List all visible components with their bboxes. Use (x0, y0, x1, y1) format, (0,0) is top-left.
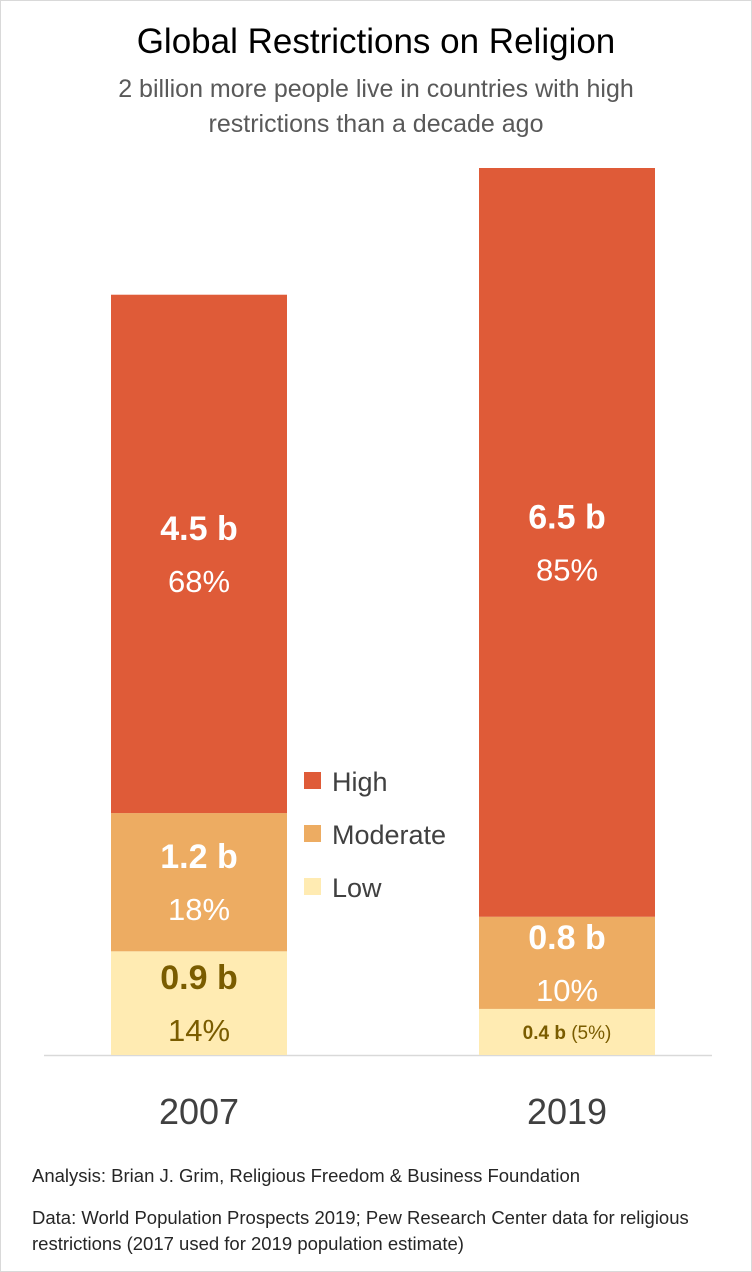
bar-moderate-2007 (111, 813, 287, 952)
bar-moderate-2019 (479, 916, 655, 1009)
data-label-value-low-2007: 0.9 b (160, 959, 237, 997)
legend-swatch-moderate (304, 825, 321, 842)
chart-title: Global Restrictions on Religion (136, 22, 616, 61)
x-tick-label-2007: 2007 (159, 1091, 239, 1132)
bar-high-2007 (111, 294, 287, 814)
bar-high-2019 (479, 168, 655, 917)
data-label-low-2019: 0.4 b (5%) (523, 1023, 612, 1044)
x-tick-label-2019: 2019 (527, 1091, 607, 1132)
data-label-percent-moderate-2007: 18% (168, 892, 230, 927)
data-label-percent-moderate-2019: 10% (536, 973, 598, 1008)
bar-low-2019 (479, 1008, 655, 1055)
data-label-value-high-2019: 6.5 b (528, 498, 605, 536)
data-label-value-moderate-2007: 1.2 b (160, 838, 237, 876)
data-label-value-moderate-2019: 0.8 b (528, 919, 605, 957)
legend-label-moderate: Moderate (332, 820, 446, 850)
chart-subtitle: 2 billion more people live in countries … (118, 75, 634, 138)
data-label-percent-low-2007: 14% (168, 1013, 230, 1048)
footer-analysis: Analysis: Brian J. Grim, Religious Freed… (32, 1165, 581, 1186)
legend-swatch-high (304, 772, 321, 789)
legend-label-low: Low (332, 873, 382, 903)
data-label-percent-high-2007: 68% (168, 564, 230, 599)
footer-data-source: Data: World Population Prospects 2019; P… (32, 1207, 689, 1254)
data-label-value-high-2007: 4.5 b (160, 510, 237, 548)
data-label-percent-high-2019: 85% (536, 552, 598, 587)
bar-low-2007 (111, 951, 287, 1055)
legend-label-high: High (332, 767, 388, 797)
stacked-bar-chart: 0.9 b 14% 1.2 b 18% 4.5 b 68% 2007 0.4 b (5%) 0.… (44, 168, 712, 1132)
legend-swatch-low (304, 878, 321, 895)
